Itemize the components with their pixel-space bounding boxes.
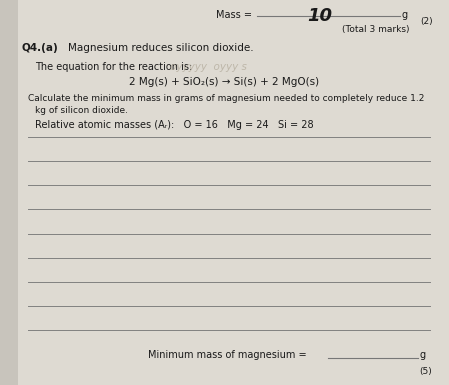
Text: Calculate the minimum mass in grams of magnesium needed to completely reduce 1.2: Calculate the minimum mass in grams of m…	[28, 94, 424, 103]
Text: kg of silicon dioxide.: kg of silicon dioxide.	[35, 106, 128, 115]
Text: oyyyyy  oyyy s: oyyyyy oyyy s	[170, 62, 247, 72]
Text: Magnesium reduces silicon dioxide.: Magnesium reduces silicon dioxide.	[68, 43, 254, 53]
Text: 2 Mg(s) + SiO₂(s) → Si(s) + 2 MgO(s): 2 Mg(s) + SiO₂(s) → Si(s) + 2 MgO(s)	[129, 77, 319, 87]
Text: (Total 3 marks): (Total 3 marks)	[342, 25, 409, 34]
Text: g: g	[420, 350, 426, 360]
Text: Minimum mass of magnesium =: Minimum mass of magnesium =	[148, 350, 310, 360]
Text: 10: 10	[308, 7, 333, 25]
Text: Q4.(a): Q4.(a)	[22, 43, 59, 53]
Text: (2): (2)	[420, 17, 433, 26]
Text: g: g	[402, 10, 408, 20]
Text: The equation for the reaction is:: The equation for the reaction is:	[35, 62, 192, 72]
Text: Relative atomic masses (Aᵣ):   O = 16   Mg = 24   Si = 28: Relative atomic masses (Aᵣ): O = 16 Mg =…	[35, 120, 313, 130]
Text: Mass =: Mass =	[216, 10, 255, 20]
Text: (5): (5)	[419, 367, 432, 376]
